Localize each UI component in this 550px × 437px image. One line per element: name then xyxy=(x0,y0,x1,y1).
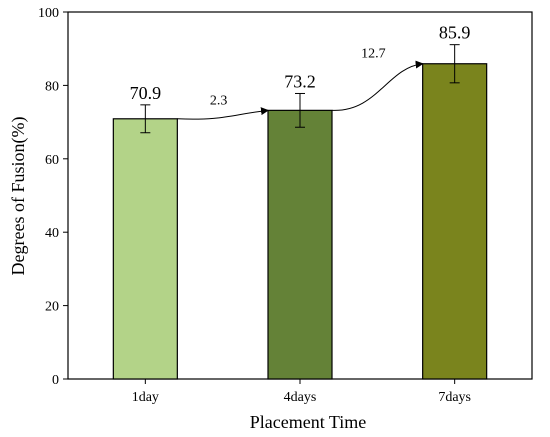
value-label: 85.9 xyxy=(439,23,471,43)
x-tick-label: 1day xyxy=(132,390,159,405)
y-tick-label: 60 xyxy=(45,153,59,168)
value-label: 70.9 xyxy=(130,83,162,103)
y-tick-label: 80 xyxy=(45,79,59,94)
x-tick-label: 4days xyxy=(284,390,317,405)
value-label: 73.2 xyxy=(284,71,316,91)
diff-arrow xyxy=(177,107,269,120)
y-axis-title: Degrees of Fusion(%) xyxy=(8,117,29,276)
bar-1day xyxy=(112,118,178,380)
bar-4days xyxy=(267,109,333,380)
x-axis-title: Placement Time xyxy=(250,412,367,432)
bar-7days xyxy=(422,63,488,380)
x-tick-label: 7days xyxy=(438,390,471,405)
y-tick-label: 40 xyxy=(45,226,59,241)
diff-label: 12.7 xyxy=(361,47,386,62)
diff-label: 2.3 xyxy=(210,93,228,108)
y-tick-label: 0 xyxy=(52,373,59,388)
y-tick-label: 20 xyxy=(45,300,59,315)
y-tick-label: 100 xyxy=(38,6,59,21)
diff-arrow xyxy=(331,60,424,111)
